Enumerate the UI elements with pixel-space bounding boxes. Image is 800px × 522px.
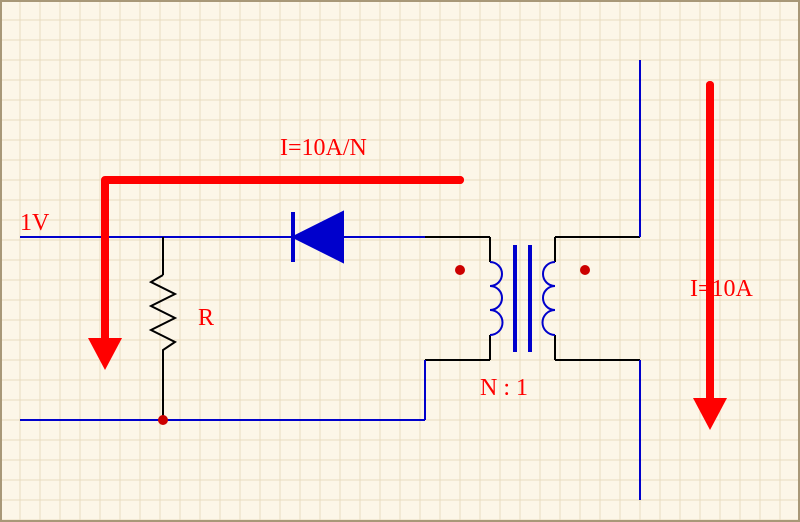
circuit-diagram: 1V R I=10A/N I=10A N : 1 <box>0 0 800 522</box>
voltage-label: 1V <box>20 210 50 236</box>
current-top-label: I=10A/N <box>280 135 367 161</box>
node-dot-bottom <box>158 415 168 425</box>
current-right-label: I=10A <box>690 276 754 302</box>
turns-ratio-label: N : 1 <box>480 375 528 401</box>
grid <box>0 0 800 522</box>
polarity-dot-secondary <box>580 265 590 275</box>
polarity-dot-primary <box>455 265 465 275</box>
resistor-label: R <box>198 305 214 331</box>
